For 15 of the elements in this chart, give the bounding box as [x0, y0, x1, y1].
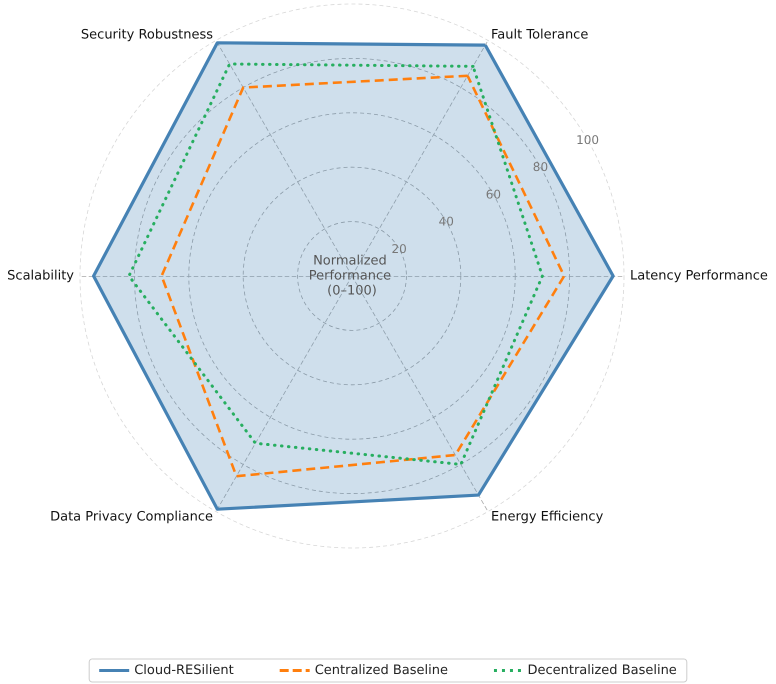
y-tick-label: 40 — [438, 214, 454, 229]
spoke-label: Scalability — [7, 268, 74, 284]
y-tick-label: 80 — [532, 160, 548, 174]
y-tick-label: 60 — [486, 187, 501, 202]
text: Normalized Performance (0–100) — [308, 254, 396, 298]
spoke-label: Fault Tolerance — [491, 28, 588, 43]
spoke-label: Energy Efficiency — [491, 509, 604, 524]
legend-label: Cloud-RESilient — [134, 663, 234, 678]
spoke-label: Latency Performance — [630, 268, 768, 284]
y-tick-label: 20 — [391, 242, 407, 256]
spoke-label: Data Privacy Compliance — [50, 509, 213, 524]
spoke-label: Security Robustness — [80, 28, 214, 43]
y-tick-label: 100 — [576, 133, 600, 147]
legend-label: Centralized Baseline — [314, 663, 448, 678]
legend-label: Decentralized Baseline — [527, 663, 677, 678]
